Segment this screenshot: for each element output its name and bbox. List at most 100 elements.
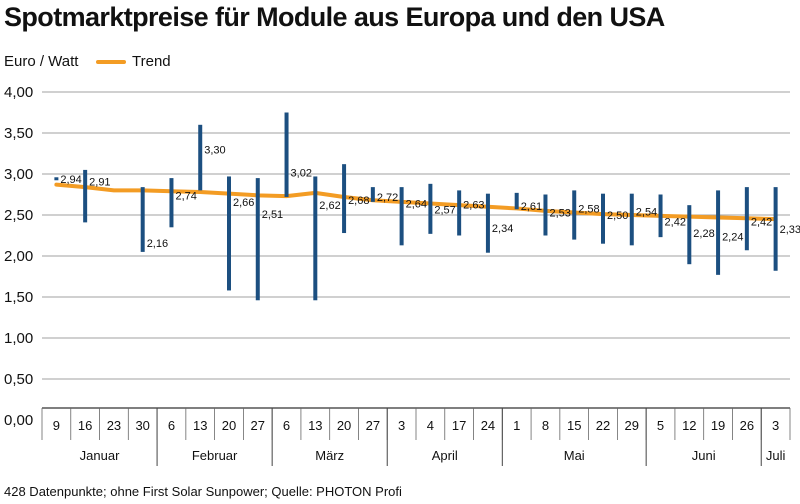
data-label: 2,91 (89, 176, 110, 188)
chart-canvas: 0,00 0,50 1,00 1,50 2,00 2,50 3,00 3,50 4,00 2,9… (4, 84, 800, 466)
x-tick-label: 15 (567, 418, 581, 433)
x-tick-label: 27 (366, 418, 380, 433)
range-bar (658, 194, 663, 238)
month-label: Juli (766, 448, 786, 463)
range-bar (255, 178, 260, 301)
month-label: Februar (192, 448, 238, 463)
range-bar (54, 177, 59, 181)
y-axis-label: Euro / Watt (4, 53, 79, 70)
y-tick-label: 0,00 (4, 412, 33, 429)
month-label: Mai (564, 448, 585, 463)
y-tick-label: 0,50 (4, 371, 33, 388)
month-label: März (315, 448, 344, 463)
data-label: 2,94 (60, 174, 81, 186)
range-bar (140, 187, 145, 252)
data-label: 2,72 (377, 192, 398, 204)
range-bar (198, 124, 203, 191)
y-tick-label: 2,00 (4, 248, 33, 265)
data-label: 2,53 (549, 208, 570, 220)
data-label: 2,33 (780, 224, 800, 236)
y-tick-label: 3,00 (4, 166, 33, 183)
x-tick-label: 27 (251, 418, 265, 433)
x-tick-label: 29 (625, 418, 639, 433)
x-tick-label: 9 (53, 418, 60, 433)
data-label: 3,02 (291, 167, 312, 179)
x-tick-label: 17 (452, 418, 466, 433)
range-bar (284, 112, 289, 197)
source-note: 428 Datenpunkte; ohne First Solar Sunpow… (4, 484, 402, 499)
data-label: 2,58 (578, 203, 599, 215)
y-tick-label: 1,00 (4, 330, 33, 347)
range-bars (54, 112, 778, 301)
range-bar (83, 169, 88, 223)
legend-trend-swatch (96, 59, 126, 64)
x-tick-label: 16 (78, 418, 92, 433)
range-bar (687, 205, 692, 265)
data-label: 2,62 (319, 200, 340, 212)
x-tick-label: 5 (657, 418, 664, 433)
data-label: 2,42 (751, 217, 772, 229)
range-bar (716, 190, 721, 275)
x-tick-label: 26 (740, 418, 754, 433)
x-tick-label: 3 (398, 418, 405, 433)
month-label: Juni (692, 448, 716, 463)
x-tick-label: 6 (283, 418, 290, 433)
range-bar (485, 193, 490, 253)
trend-line (54, 182, 778, 222)
trend-series (54, 182, 778, 222)
data-label: 2,66 (233, 197, 254, 209)
data-label: 2,63 (463, 199, 484, 211)
y-tick-label: 4,00 (4, 84, 33, 101)
range-bar (342, 164, 347, 234)
month-label: April (432, 448, 458, 463)
data-label: 2,34 (492, 223, 513, 235)
month-label: Januar (80, 448, 120, 463)
y-tick-label: 3,50 (4, 125, 33, 142)
y-tick-labels: 0,00 0,50 1,00 1,50 2,00 2,50 3,00 3,50 4,00 (4, 84, 33, 429)
range-bar (601, 193, 605, 244)
x-tick-label: 1 (513, 418, 520, 433)
data-label: 2,50 (607, 210, 628, 222)
y-tick-label: 2,50 (4, 207, 33, 224)
x-tick-label: 19 (711, 418, 725, 433)
x-tick-label: 13 (193, 418, 207, 433)
data-label: 2,68 (348, 195, 369, 207)
range-bar (227, 176, 231, 291)
data-label: 2,24 (722, 231, 743, 243)
x-tick-label: 20 (337, 418, 351, 433)
x-tick-label: 24 (481, 418, 495, 433)
range-bar (428, 183, 433, 234)
legend: Trend (96, 53, 171, 70)
x-tick-label: 30 (135, 418, 149, 433)
data-label: 2,42 (665, 217, 686, 229)
range-bar (572, 190, 577, 240)
range-bar (313, 176, 318, 301)
range-bar (169, 178, 174, 228)
data-label: 2,74 (175, 190, 196, 202)
legend-trend-label: Trend (132, 53, 171, 70)
range-bar (629, 193, 634, 246)
x-tick-label: 12 (682, 418, 696, 433)
grid-lines (42, 91, 790, 380)
data-label: 2,61 (521, 201, 542, 213)
range-bar (773, 187, 778, 271)
x-tick-label: 4 (427, 418, 434, 433)
data-label: 2,54 (636, 207, 657, 219)
data-label: 2,16 (147, 238, 168, 250)
x-tick-label: 6 (168, 418, 175, 433)
range-bar (744, 187, 749, 251)
range-bar (370, 187, 375, 202)
data-label: 2,64 (406, 199, 427, 211)
range-bar (514, 192, 519, 210)
data-label: 2,28 (693, 228, 714, 240)
data-label: 2,57 (434, 204, 455, 216)
range-bar (457, 190, 462, 236)
x-axis: 9 16 23 30 6 13 20 27 6 13 20 27 3 4 17 24 1 8 15 22 29 5 12 19… (41, 407, 791, 466)
x-tick-label: 22 (596, 418, 610, 433)
chart-title: Spotmarktpreise für Module aus Europa un… (4, 2, 665, 32)
x-tick-label: 3 (772, 418, 779, 433)
x-tick-label: 8 (542, 418, 549, 433)
data-label: 3,30 (204, 144, 225, 156)
y-tick-label: 1,50 (4, 289, 33, 306)
data-label: 2,51 (262, 209, 283, 221)
